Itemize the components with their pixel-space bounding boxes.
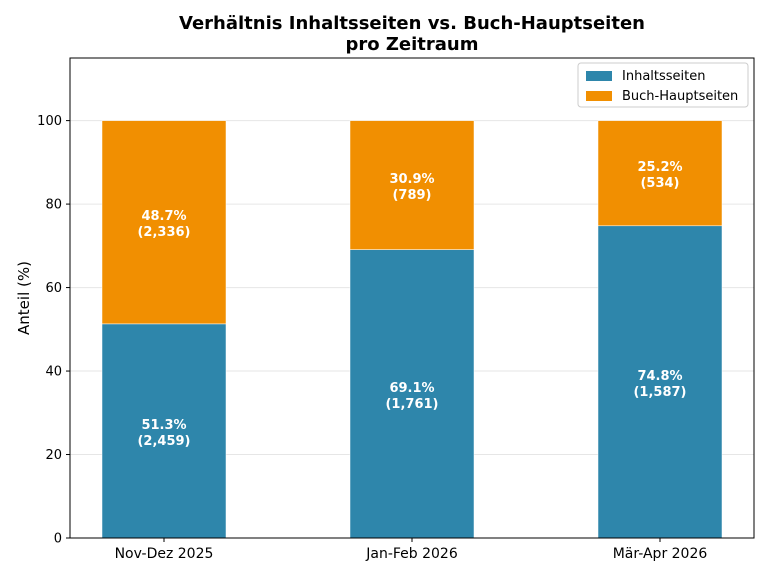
chart-title-line-2: pro Zeitraum xyxy=(345,34,478,55)
bar-labels-group: 51.3%(2,459) 48.7%(2,336) 69.1%(1,761) 30.9… xyxy=(137,160,686,449)
legend-label: Buch-Hauptseiten xyxy=(622,89,738,104)
legend-box xyxy=(577,62,749,108)
x-tick-label: Jan-Feb 2026 xyxy=(365,546,458,562)
y-axis-label: Anteil (%) xyxy=(15,261,33,335)
bar-label-count: (2,336) xyxy=(137,225,190,240)
legend-swatch xyxy=(586,71,612,81)
y-tick-label: 100 xyxy=(37,114,62,129)
bar-label-percent: 48.7% xyxy=(141,209,186,224)
legend-swatch xyxy=(586,91,612,101)
y-tick-label: 20 xyxy=(45,448,62,463)
bar-label-percent: 30.9% xyxy=(389,172,434,187)
x-tick-label: Nov-Dez 2025 xyxy=(115,546,214,562)
bar-label-count: (534) xyxy=(640,176,679,191)
bar-label-percent: 25.2% xyxy=(637,160,682,175)
bar-inhaltsseiten xyxy=(349,249,475,539)
bar-inhaltsseiten xyxy=(597,225,723,539)
bar-inhaltsseiten xyxy=(101,323,227,539)
bar-label-count: (1,761) xyxy=(385,397,438,412)
bar-label-percent: 74.8% xyxy=(637,369,682,384)
bar-label-count: (1,587) xyxy=(633,385,686,400)
x-ticks-group: Nov-Dez 2025 Jan-Feb 2026 Mär-Apr 2026 xyxy=(115,538,708,562)
chart-title-line-1: Verhältnis Inhaltsseiten vs. Buch-Haupts… xyxy=(179,13,645,34)
bar-label-percent: 69.1% xyxy=(389,381,434,396)
bar-buch-hauptseiten xyxy=(101,120,227,325)
y-tick-label: 0 xyxy=(54,532,62,547)
y-ticks-group: 0 20 40 60 80 100 xyxy=(37,114,70,547)
legend-label: Inhaltsseiten xyxy=(622,69,705,84)
y-tick-label: 80 xyxy=(45,198,62,213)
x-tick-label: Mär-Apr 2026 xyxy=(613,546,708,562)
legend: Inhaltsseiten Buch-Hauptseiten xyxy=(577,62,749,108)
bar-buch-hauptseiten xyxy=(597,120,723,227)
y-tick-label: 40 xyxy=(45,365,62,380)
y-tick-label: 60 xyxy=(45,281,62,296)
bars-group xyxy=(101,120,723,539)
bar-label-percent: 51.3% xyxy=(141,418,186,433)
bar-buch-hauptseiten xyxy=(349,120,475,250)
bar-label-count: (2,459) xyxy=(137,434,190,449)
bar-label-count: (789) xyxy=(392,188,431,203)
